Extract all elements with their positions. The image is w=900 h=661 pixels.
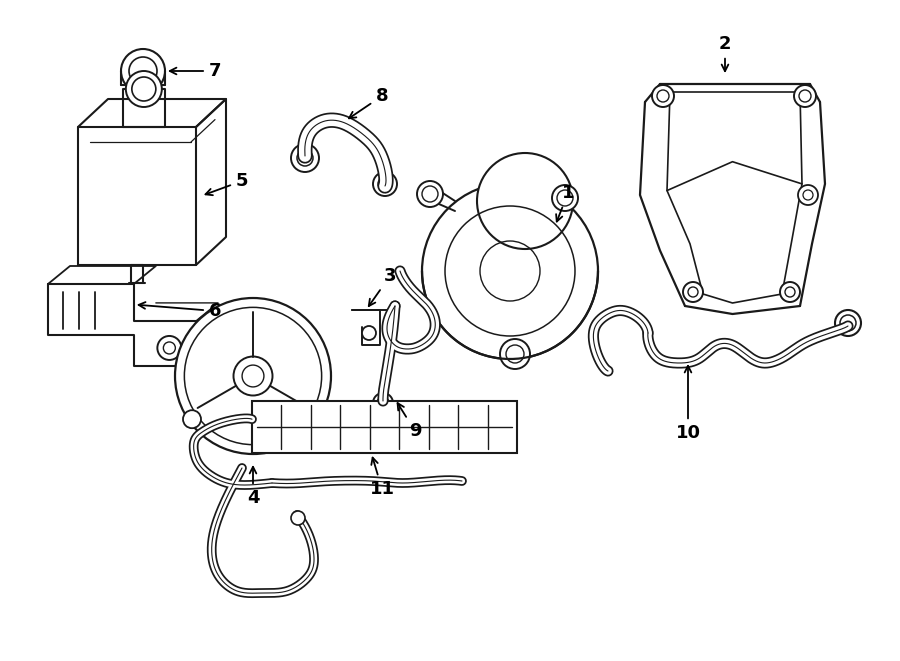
Circle shape: [158, 336, 182, 360]
Circle shape: [373, 172, 397, 196]
Circle shape: [291, 511, 305, 525]
Text: 5: 5: [205, 172, 248, 195]
Circle shape: [362, 326, 376, 340]
Text: 1: 1: [556, 184, 574, 221]
Text: 4: 4: [247, 467, 259, 507]
Circle shape: [417, 181, 443, 207]
Text: 7: 7: [170, 62, 221, 80]
Circle shape: [291, 144, 319, 172]
FancyBboxPatch shape: [252, 401, 517, 453]
Circle shape: [373, 393, 393, 413]
Circle shape: [175, 298, 331, 454]
Circle shape: [794, 85, 816, 107]
Text: 6: 6: [139, 302, 221, 320]
Circle shape: [183, 410, 201, 428]
Circle shape: [126, 71, 162, 107]
Text: 11: 11: [370, 457, 394, 498]
Circle shape: [835, 310, 861, 336]
Circle shape: [477, 153, 573, 249]
Text: 2: 2: [719, 35, 731, 71]
Circle shape: [500, 339, 530, 369]
Circle shape: [422, 183, 598, 359]
Circle shape: [121, 49, 165, 93]
Circle shape: [552, 185, 578, 211]
Circle shape: [683, 282, 703, 302]
Text: 10: 10: [676, 366, 700, 442]
Circle shape: [652, 85, 674, 107]
Text: 3: 3: [369, 267, 396, 306]
Text: 8: 8: [349, 87, 388, 118]
Circle shape: [780, 282, 800, 302]
Circle shape: [798, 185, 818, 205]
Text: 9: 9: [398, 403, 421, 440]
Circle shape: [233, 356, 273, 395]
